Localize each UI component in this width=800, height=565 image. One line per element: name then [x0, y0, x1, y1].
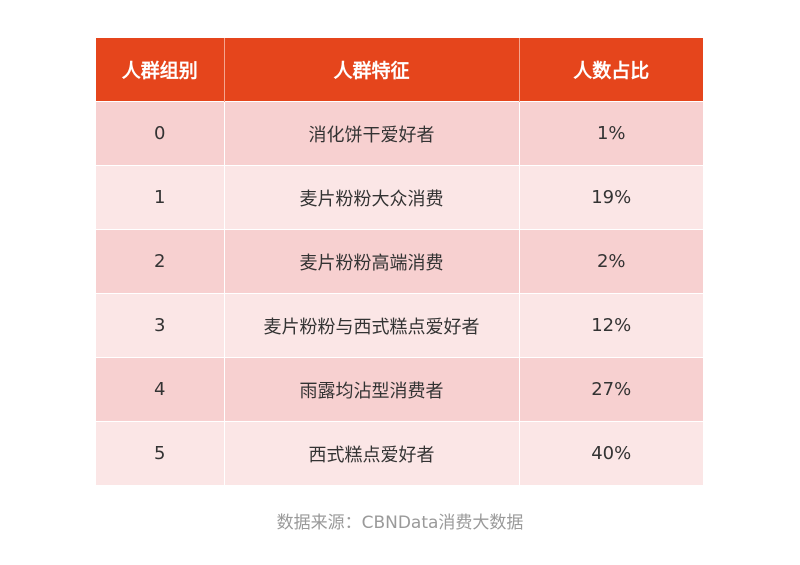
cell-feature: 麦片粉粉大众消费 [224, 165, 520, 230]
cell-group: 4 [96, 357, 225, 422]
cell-group: 1 [96, 165, 225, 230]
cell-feature: 西式糕点爱好者 [224, 421, 520, 485]
header-feature: 人群特征 [224, 38, 520, 102]
table-header-row: 人群组别 人群特征 人数占比 [96, 38, 703, 102]
cell-share: 1% [519, 101, 703, 166]
cell-group: 5 [96, 421, 225, 485]
cell-group: 3 [96, 293, 225, 358]
table-row: 2 麦片粉粉高端消费 2% [96, 229, 703, 294]
cell-group: 2 [96, 229, 225, 294]
cell-share: 12% [519, 293, 703, 358]
cell-share: 19% [519, 165, 703, 230]
table-row: 4 雨露均沾型消费者 27% [96, 357, 703, 422]
table-row: 3 麦片粉粉与西式糕点爱好者 12% [96, 293, 703, 358]
table-row: 5 西式糕点爱好者 40% [96, 421, 703, 485]
cell-share: 27% [519, 357, 703, 422]
population-table: 人群组别 人群特征 人数占比 0 消化饼干爱好者 1% 1 麦片粉粉大众消费 1… [96, 38, 703, 485]
header-group: 人群组别 [96, 38, 225, 102]
cell-feature: 雨露均沾型消费者 [224, 357, 520, 422]
data-source-caption: 数据来源：CBNData消费大数据 [276, 513, 524, 533]
cell-group: 0 [96, 101, 225, 166]
header-share: 人数占比 [519, 38, 703, 102]
cell-share: 40% [519, 421, 703, 485]
population-table-container: 人群组别 人群特征 人数占比 0 消化饼干爱好者 1% 1 麦片粉粉大众消费 1… [96, 38, 703, 485]
cell-feature: 麦片粉粉高端消费 [224, 229, 520, 294]
table-row: 0 消化饼干爱好者 1% [96, 101, 703, 166]
cell-feature: 麦片粉粉与西式糕点爱好者 [224, 293, 520, 358]
table-row: 1 麦片粉粉大众消费 19% [96, 165, 703, 230]
cell-feature: 消化饼干爱好者 [224, 101, 520, 166]
cell-share: 2% [519, 229, 703, 294]
